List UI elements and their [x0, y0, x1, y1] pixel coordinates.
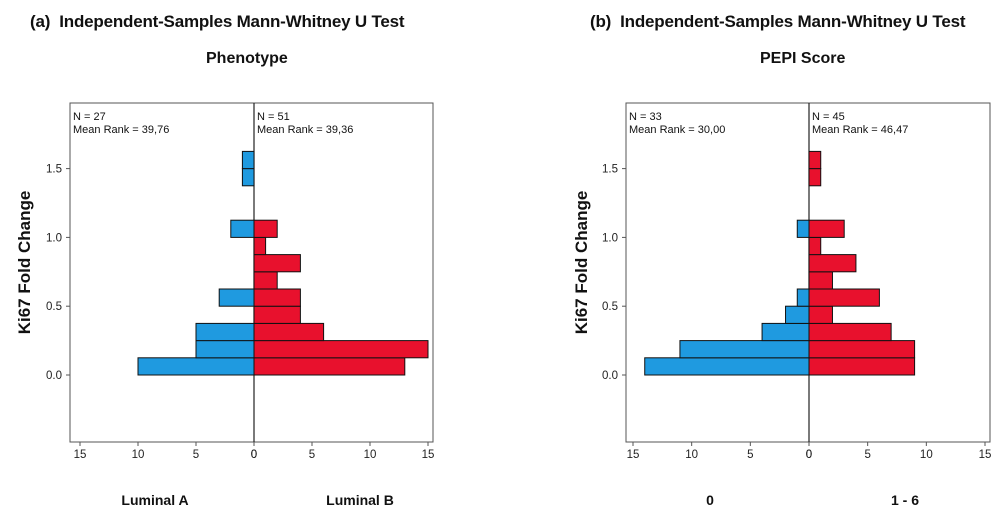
- left-histogram-bar: [195, 340, 255, 359]
- right-histogram-bar: [253, 322, 325, 342]
- right-histogram-bar: [253, 271, 278, 290]
- chart-subtitle-b: PEPI Score: [760, 50, 846, 67]
- left-group-stat: N = 33: [629, 111, 662, 123]
- right-group-stat: Mean Rank = 39,36: [257, 124, 353, 136]
- title-text-a: Independent-Samples Mann-Whitney U Test: [59, 12, 405, 31]
- y-tick-label: 0.5: [602, 301, 618, 313]
- y-tick-label: 0.0: [602, 370, 618, 382]
- right-histogram-bar: [253, 305, 301, 324]
- x-tick-label: 5: [309, 449, 315, 461]
- panel-label-a: (a): [30, 12, 51, 31]
- group-label-left: Luminal A: [121, 492, 188, 508]
- y-tick-label: 0.5: [46, 301, 62, 313]
- plot-frame: [625, 102, 991, 443]
- x-tick-label: 15: [422, 449, 435, 461]
- right-histogram-bar: [808, 305, 833, 324]
- left-histogram-bar: [796, 219, 810, 238]
- chart-title-b: (b) Independent-Samples Mann-Whitney U T…: [590, 12, 965, 32]
- left-histogram-bar: [137, 357, 255, 376]
- left-group-stat: Mean Rank = 30,00: [629, 124, 725, 136]
- right-histogram-bar: [808, 254, 857, 273]
- y-tick-label: 0.0: [46, 370, 62, 382]
- right-group-stat: Mean Rank = 46,47: [812, 124, 908, 136]
- left-histogram-bar: [230, 219, 255, 238]
- x-tick-label: 5: [193, 449, 199, 461]
- right-histogram-bar: [253, 357, 406, 376]
- y-axis-label: Ki67 Fold Change: [15, 191, 34, 335]
- x-tick-label: 10: [364, 449, 377, 461]
- left-histogram-bar: [679, 340, 810, 359]
- x-tick-label: 5: [747, 449, 753, 461]
- right-histogram-bar: [808, 322, 892, 342]
- x-tick-label: 10: [132, 449, 145, 461]
- right-group-stat: N = 45: [812, 111, 845, 123]
- chart-title-a: (a) Independent-Samples Mann-Whitney U T…: [30, 12, 405, 32]
- x-tick-label: 10: [920, 449, 933, 461]
- left-histogram-bar: [796, 288, 810, 307]
- x-tick-label: 10: [685, 449, 698, 461]
- left-histogram-bar: [218, 288, 255, 307]
- group-label-right: Luminal B: [326, 492, 394, 508]
- right-histogram-bar: [253, 236, 267, 256]
- y-tick-label: 1.5: [602, 164, 618, 176]
- chart-panel-a: (a) Independent-Samples Mann-Whitney U T…: [0, 0, 470, 511]
- right-histogram-bar: [808, 271, 833, 290]
- left-histogram-bar: [241, 168, 255, 187]
- x-tick-label: 0: [251, 449, 257, 461]
- x-tick-label: 15: [74, 449, 87, 461]
- right-histogram-bar: [808, 219, 845, 238]
- left-histogram-bar: [195, 322, 255, 342]
- right-group-stat: N = 51: [257, 111, 290, 123]
- left-histogram-bar: [644, 357, 810, 376]
- right-histogram-bar: [253, 340, 429, 359]
- y-axis-label: Ki67 Fold Change: [572, 191, 591, 335]
- x-tick-label: 15: [979, 449, 992, 461]
- left-histogram-bar: [241, 150, 255, 170]
- x-tick-label: 0: [251, 449, 257, 461]
- group-label-left: 0: [706, 492, 714, 508]
- x-tick-label: 0: [806, 449, 812, 461]
- left-group-stat: Mean Rank = 39,76: [73, 124, 169, 136]
- y-tick-label: 1.0: [602, 232, 618, 244]
- right-histogram-bar: [808, 236, 822, 256]
- x-tick-label: 15: [627, 449, 640, 461]
- right-histogram-bar: [808, 357, 916, 376]
- right-histogram-bar: [808, 150, 822, 170]
- right-histogram-bar: [808, 288, 880, 307]
- title-text-b: Independent-Samples Mann-Whitney U Test: [620, 12, 966, 31]
- chart-subtitle-a: Phenotype: [206, 50, 288, 67]
- y-tick-label: 1.0: [46, 232, 62, 244]
- right-histogram-bar: [253, 219, 278, 238]
- left-group-stat: N = 27: [73, 111, 106, 123]
- plot-frame: [69, 102, 434, 443]
- group-label-right: 1 - 6: [891, 492, 919, 508]
- right-histogram-bar: [808, 340, 916, 359]
- right-histogram-bar: [808, 168, 822, 187]
- right-histogram-bar: [253, 288, 301, 307]
- x-tick-label: 0: [806, 449, 812, 461]
- panel-label-b: (b): [590, 12, 612, 31]
- left-histogram-bar: [761, 322, 810, 342]
- chart-panel-b: (b) Independent-Samples Mann-Whitney U T…: [560, 0, 999, 511]
- y-tick-label: 1.5: [46, 164, 62, 176]
- right-histogram-bar: [253, 254, 301, 273]
- left-histogram-bar: [785, 305, 810, 324]
- x-tick-label: 5: [864, 449, 870, 461]
